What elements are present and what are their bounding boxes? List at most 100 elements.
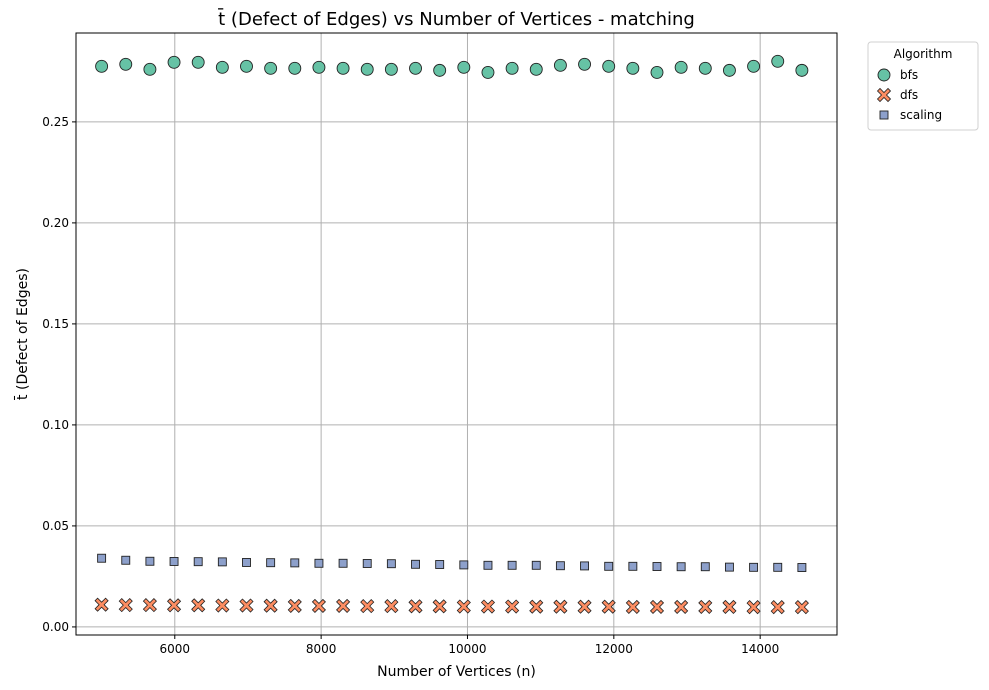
- legend-item-scaling: scaling: [879, 108, 942, 122]
- scaling-point: [531, 560, 541, 570]
- y-tick-label: 0.00: [42, 620, 69, 634]
- bfs-point: [119, 57, 133, 71]
- bfs-point: [650, 65, 664, 79]
- scaling-point: [386, 559, 396, 569]
- scaling-point: [362, 559, 372, 568]
- scaling-point: [604, 561, 614, 571]
- bfs-point: [505, 61, 519, 75]
- bfs-point: [698, 61, 712, 75]
- bfs-point: [771, 54, 785, 68]
- scaling-point: [507, 560, 517, 570]
- y-tick-label: 0.05: [42, 519, 69, 533]
- legend-marker-scaling: [879, 110, 889, 120]
- bfs-point: [602, 59, 616, 73]
- scaling-point: [459, 560, 469, 570]
- dfs-point: [142, 598, 157, 613]
- scaling-point: [290, 558, 300, 568]
- dfs-point: [118, 598, 133, 613]
- legend-items: bfs dfs scaling: [876, 68, 942, 122]
- series-scaling: [97, 553, 807, 572]
- bfs-point: [409, 61, 422, 75]
- plot-frame: [75, 32, 838, 636]
- scaling-point: [217, 557, 227, 567]
- scaling-point: [121, 555, 131, 565]
- legend-label-bfs: bfs: [900, 68, 918, 82]
- bfs-point: [795, 63, 809, 77]
- bfs-point: [240, 59, 253, 73]
- bfs-point: [95, 59, 109, 73]
- legend: Algorithm bfs dfs scaling: [867, 41, 979, 131]
- y-tick-label: 0.25: [42, 115, 69, 129]
- y-axis-ticks: 0.00 0.05 0.10 0.15 0.20 0.25: [42, 115, 76, 634]
- legend-label-scaling: scaling: [900, 108, 942, 122]
- y-tick-label: 0.20: [42, 216, 69, 230]
- scaling-point: [193, 557, 203, 567]
- x-tick-label: 10000: [448, 642, 486, 656]
- dfs-point: [746, 600, 761, 615]
- bfs-point: [143, 62, 157, 76]
- dfs-point: [505, 599, 520, 614]
- bfs-point: [312, 60, 326, 74]
- scaling-point: [411, 559, 420, 569]
- bfs-point: [529, 62, 543, 76]
- dfs-point: [311, 598, 327, 613]
- x-tick-label: 8000: [306, 642, 337, 656]
- bfs-point: [578, 57, 592, 71]
- grid-lines: [76, 33, 837, 635]
- chart-title: t̄ (Defect of Edges) vs Number of Vertic…: [217, 8, 695, 30]
- y-tick-label: 0.10: [42, 418, 69, 432]
- scaling-point: [555, 561, 565, 571]
- scaling-point: [580, 561, 590, 571]
- bfs-point: [747, 59, 761, 73]
- legend-item-dfs: dfs: [876, 87, 918, 103]
- dfs-point: [360, 599, 375, 614]
- dfs-point: [239, 598, 254, 613]
- dfs-point: [601, 599, 616, 614]
- data-points: [94, 54, 809, 615]
- dfs-point: [625, 599, 640, 614]
- dfs-point: [166, 598, 182, 613]
- scaling-point: [724, 562, 734, 572]
- x-axis-label: Number of Vertices (n): [377, 664, 536, 680]
- dfs-point: [553, 599, 568, 614]
- bfs-point: [626, 61, 640, 75]
- dfs-point: [770, 600, 785, 615]
- legend-box: [867, 41, 979, 131]
- scaling-point: [628, 561, 638, 571]
- dfs-point: [480, 599, 496, 614]
- legend-item-bfs: bfs: [877, 68, 918, 82]
- bfs-point: [288, 61, 302, 75]
- bfs-point: [553, 58, 567, 72]
- y-tick-label: 0.15: [42, 317, 69, 331]
- bfs-point: [191, 55, 205, 69]
- y-axis-label: t̄ (Defect of Edges): [13, 268, 31, 400]
- dfs-point: [649, 599, 665, 614]
- bfs-point: [481, 65, 495, 79]
- scaling-point: [773, 562, 783, 572]
- scaling-point: [749, 562, 759, 572]
- scaling-point: [145, 556, 155, 566]
- bfs-point: [264, 61, 278, 75]
- dfs-point: [191, 598, 206, 613]
- bfs-point: [433, 63, 447, 77]
- x-tick-label: 6000: [160, 642, 191, 656]
- legend-marker-dfs: [876, 87, 892, 103]
- bfs-point: [215, 60, 229, 74]
- scaling-point: [338, 558, 348, 568]
- dfs-point: [384, 599, 399, 614]
- bfs-point: [674, 60, 688, 74]
- scaling-point: [314, 558, 324, 568]
- bfs-point: [360, 62, 374, 76]
- series-dfs: [94, 597, 809, 615]
- scaling-point: [266, 558, 276, 568]
- x-tick-label: 12000: [595, 642, 633, 656]
- dfs-point: [674, 599, 689, 614]
- dfs-point: [94, 597, 109, 612]
- bfs-point: [457, 60, 471, 74]
- dfs-point: [529, 599, 544, 614]
- dfs-point: [456, 599, 471, 614]
- dfs-point: [722, 599, 737, 614]
- dfs-point: [794, 600, 809, 615]
